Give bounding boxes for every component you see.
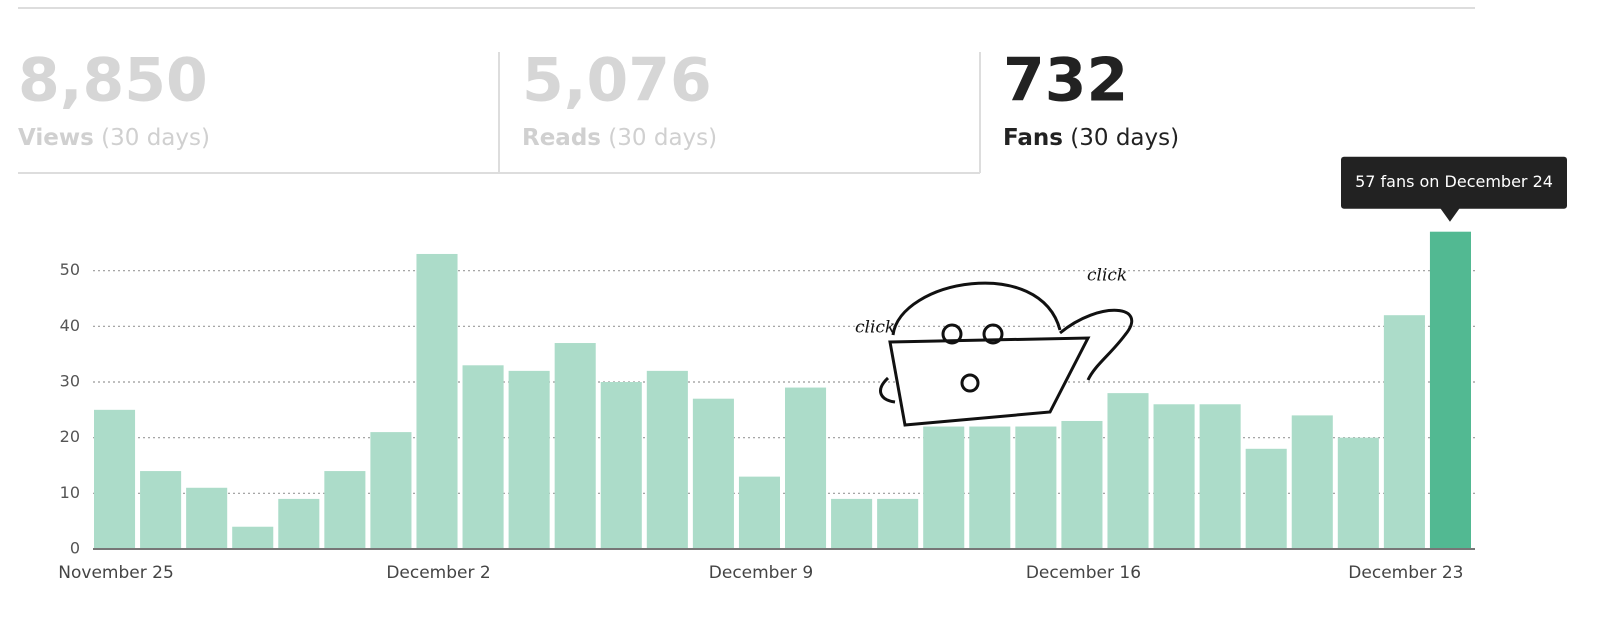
- tooltip-pointer: [1439, 207, 1460, 222]
- bar: [140, 471, 182, 549]
- bar: [785, 387, 827, 549]
- bar: [831, 498, 873, 549]
- doodle-note: click: [1087, 266, 1127, 286]
- y-tick-label: 10: [60, 483, 80, 502]
- doodle-eye: [982, 323, 1004, 345]
- bar: [923, 426, 965, 549]
- x-tick-label: November 25: [58, 563, 173, 583]
- tooltip-text: 57 fans on December 24: [1355, 172, 1553, 191]
- stat-period: (30 days): [608, 125, 717, 151]
- plot: 0 10 20 30 40 50 November 25 December 2 December…: [58, 156, 1567, 583]
- stat-label: Fans (30 days): [1003, 125, 1179, 151]
- doodle-hair: [891, 281, 1062, 336]
- bar: [1383, 315, 1425, 549]
- x-tick-label: December 16: [1026, 563, 1141, 583]
- stat-period: (30 days): [1070, 125, 1179, 151]
- bar: [877, 498, 919, 549]
- bar: [692, 398, 734, 549]
- bar: [278, 498, 320, 549]
- x-tick-label: December 23: [1348, 563, 1463, 583]
- stat-label: Reads (30 days): [522, 125, 717, 151]
- bar: [232, 526, 274, 549]
- bar: [969, 426, 1011, 549]
- stat-name: Views: [18, 125, 94, 151]
- bar: [462, 365, 504, 549]
- bar: [508, 370, 550, 549]
- bar: [94, 409, 136, 549]
- bar: [186, 487, 228, 549]
- doodle-logo: [960, 373, 980, 393]
- stat-name: Reads: [522, 125, 601, 151]
- tooltip-box: [1341, 156, 1567, 209]
- bar: [370, 432, 412, 549]
- doodle-eye: [941, 323, 963, 345]
- y-tick-label: 50: [60, 260, 80, 279]
- stat-label: Views (30 days): [18, 125, 210, 151]
- stat-value: 5,076: [522, 46, 712, 116]
- doodle: click click: [855, 266, 1134, 427]
- y-tick-label: 20: [60, 427, 80, 446]
- bar: [1245, 448, 1287, 549]
- bar: [1429, 231, 1471, 549]
- bar: [738, 476, 780, 549]
- bar: [1107, 393, 1149, 549]
- bar: [1337, 437, 1379, 549]
- bar: [554, 343, 596, 549]
- stat-fans[interactable]: 732 Fans (30 days): [1003, 46, 1179, 151]
- bar: [600, 382, 642, 549]
- doodle-laptop: [888, 336, 1091, 427]
- bar: [1061, 420, 1103, 549]
- stat-period: (30 days): [101, 125, 210, 151]
- y-tick-label: 40: [60, 316, 80, 335]
- stat-name: Fans: [1003, 125, 1063, 151]
- y-tick-label: 30: [60, 372, 80, 391]
- stat-value: 8,850: [18, 46, 208, 116]
- bar: [1291, 415, 1333, 549]
- x-tick-label: December 2: [386, 563, 490, 583]
- x-tick-label: December 9: [709, 563, 813, 583]
- stat-reads[interactable]: 5,076 Reads (30 days): [522, 46, 717, 151]
- bar: [646, 370, 688, 549]
- stat-value: 732: [1003, 46, 1128, 116]
- bar: [1153, 404, 1195, 549]
- bar: [1015, 426, 1057, 549]
- bar: [416, 253, 458, 549]
- bar: [1199, 404, 1241, 549]
- doodle-arm: [879, 376, 896, 404]
- doodle-arm: [1059, 308, 1134, 381]
- doodle-note: click: [855, 318, 895, 338]
- y-tick-label: 0: [70, 539, 80, 558]
- bar: [324, 471, 366, 549]
- stat-views[interactable]: 8,850 Views (30 days): [18, 46, 210, 151]
